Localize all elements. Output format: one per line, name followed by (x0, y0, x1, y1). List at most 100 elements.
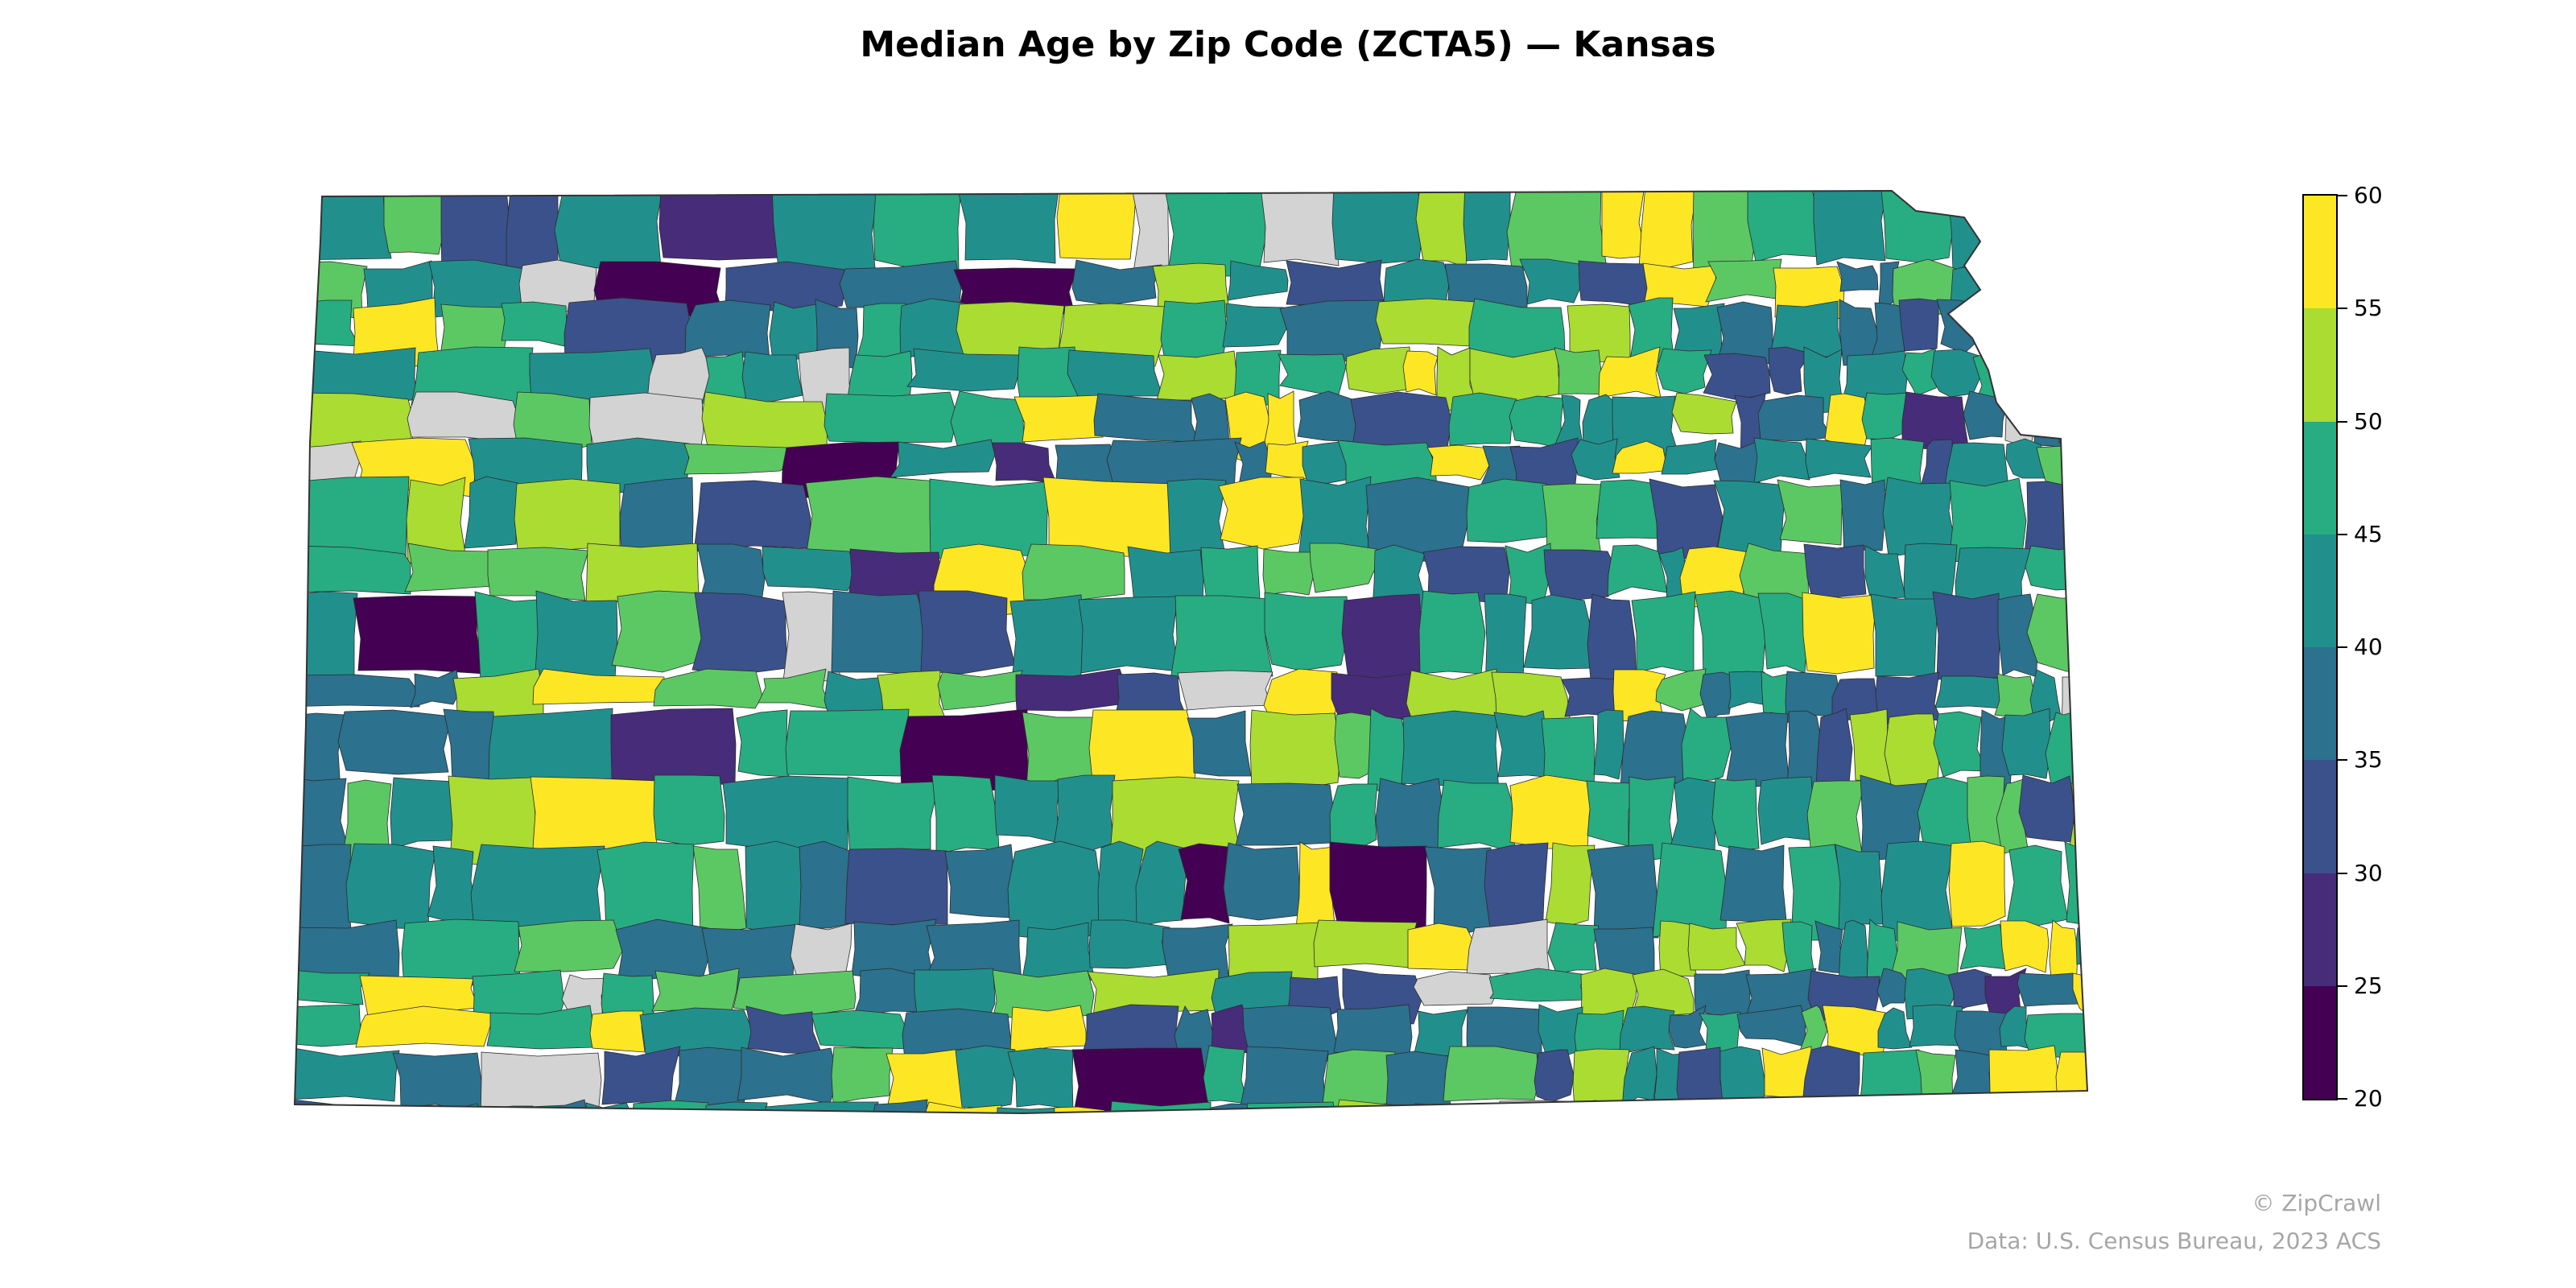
map-title: Median Age by Zip Code (ZCTA5) — Kansas (860, 24, 1716, 65)
zip-area (295, 191, 392, 261)
zip-area (831, 1046, 894, 1104)
zip-area (1802, 1045, 1860, 1108)
colorbar-tick-label: 30 (2354, 859, 2383, 886)
zip-area (1543, 549, 1616, 601)
zip-area (1218, 477, 1306, 550)
zip-area (1638, 191, 1699, 270)
colorbar-tick (2338, 1098, 2347, 1100)
zip-area (1815, 708, 1853, 789)
zip-area (1426, 444, 1491, 481)
zip-area (1055, 303, 1166, 367)
zip-area (1586, 780, 1634, 847)
zip-area (1839, 479, 1886, 558)
zip-area (464, 476, 518, 549)
zip-area (741, 351, 803, 406)
zip-area (353, 595, 485, 675)
zip-area (2001, 708, 2051, 779)
zip-area (1448, 392, 1517, 446)
zip-area (1509, 774, 1595, 851)
zip-area (1088, 919, 1170, 969)
zip-area (1331, 191, 1425, 264)
zip-area (760, 1101, 879, 1113)
colorbar-tick (2338, 985, 2347, 987)
zip-area (1963, 390, 2008, 440)
zip-area (1668, 1005, 1707, 1049)
zip-area (1948, 262, 2023, 319)
zip-area (1534, 1049, 1575, 1103)
colorbar-tick (2338, 195, 2347, 196)
zip-area (733, 970, 857, 1018)
zip-area (1987, 1101, 2039, 1113)
zip-area (1156, 350, 1237, 401)
zip-area (1385, 1051, 1451, 1109)
zip-area (1578, 260, 1653, 307)
zip-area (944, 844, 1016, 919)
zip-area (295, 774, 349, 852)
zip-area (530, 776, 658, 855)
zip-area (295, 591, 358, 688)
zip-area (601, 1046, 681, 1106)
zip-area (1803, 543, 1867, 598)
zip-area (1768, 346, 1811, 395)
source-text: Data: U.S. Census Bureau, 2023 ACS (1967, 1228, 2381, 1254)
zip-area (2079, 191, 2087, 266)
zip-area (1587, 844, 1659, 939)
zip-area (670, 1046, 749, 1113)
zip-area (653, 668, 763, 709)
zip-area (1264, 592, 1350, 671)
zip-area (1007, 1047, 1074, 1110)
zip-area (1571, 438, 1620, 481)
zip-area (1309, 543, 1377, 593)
zip-area (2091, 669, 2132, 727)
zip-area (1078, 596, 1179, 674)
zip-area (1052, 774, 1116, 852)
colorbar-tick-label: 25 (2354, 972, 2383, 999)
zip-area (1687, 923, 1746, 971)
colorbar-bin (2304, 534, 2336, 647)
zip-area (1745, 968, 1817, 1016)
zip-area (1407, 923, 1476, 971)
zip-area (1499, 1100, 1599, 1113)
zip-area (1135, 840, 1190, 927)
zip-area (871, 1099, 931, 1113)
zip-area (501, 301, 568, 347)
zip-area (2081, 710, 2087, 796)
zip-area (1415, 191, 1469, 268)
zip-area (1956, 1099, 1992, 1113)
zip-area (2019, 258, 2058, 317)
zip-area (1786, 1099, 1834, 1113)
colorbar-tick (2338, 308, 2347, 310)
zip-area (404, 543, 493, 592)
zip-area (1909, 1004, 1963, 1047)
zip-area (427, 845, 479, 924)
zip-area (1988, 1045, 2061, 1113)
zip-area (1713, 480, 1787, 554)
zip-area (2049, 264, 2087, 299)
zip-area (1620, 710, 1690, 787)
zip-area (691, 592, 788, 675)
colorbar-tick (2338, 872, 2347, 874)
zip-area (1636, 1103, 1711, 1113)
zip-area (1728, 671, 1768, 709)
zip-area (480, 1105, 536, 1113)
zip-area (1208, 1103, 1253, 1113)
zip-area (1424, 846, 1494, 935)
zip-area (480, 1051, 602, 1113)
zip-area (1466, 478, 1553, 543)
zip-area (2057, 392, 2087, 444)
zip-area (1671, 392, 1737, 435)
zip-area (610, 708, 737, 786)
zip-area (488, 708, 613, 786)
zip-area (2066, 481, 2087, 561)
zip-area (1777, 479, 1847, 546)
zip-area (955, 1045, 1016, 1109)
zip-area (745, 840, 808, 934)
zip-area (702, 1101, 769, 1113)
zip-area (355, 1005, 493, 1048)
zip-area (474, 591, 545, 683)
zip-area (2013, 346, 2087, 408)
zip-area (1238, 1046, 1329, 1113)
zip-area (1341, 593, 1428, 679)
zip-area (996, 1107, 1059, 1113)
